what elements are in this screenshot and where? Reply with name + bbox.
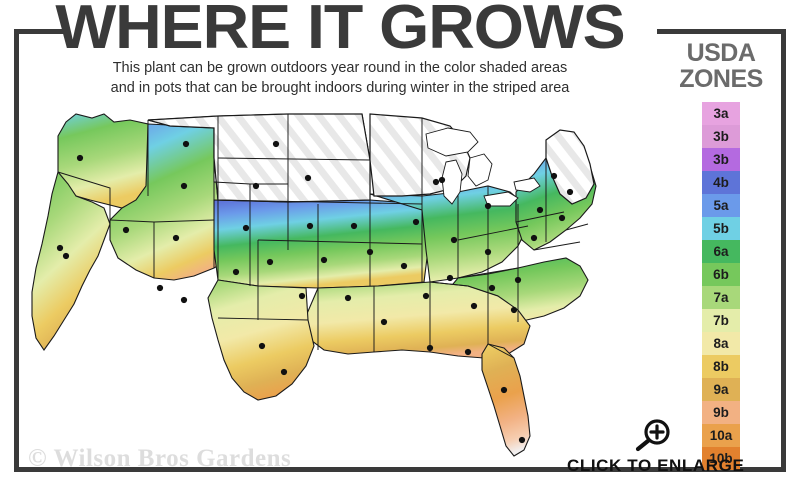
hatched-indoor-region	[147, 113, 371, 203]
state-california	[31, 170, 111, 351]
legend-title: USDA ZONES	[662, 40, 780, 92]
watermark-copyright: © Wilson Bros Gardens	[28, 445, 292, 472]
subtitle-line-2: and in pots that can be brought indoors …	[110, 80, 570, 96]
subtitle-line-1: This plant can be grown outdoors year ro…	[112, 60, 568, 76]
state-texas	[207, 279, 315, 401]
page-title: WHERE IT GROWS	[55, 0, 625, 62]
legend-title-line-2: ZONES	[679, 65, 763, 93]
legend-swatch-zone-3b-1: 3b	[702, 125, 740, 148]
legend-swatch-zone-6b-7: 6b	[702, 263, 740, 286]
legend-swatch-zone-5a-4: 5a	[702, 194, 740, 217]
legend-swatch-zone-10b-15: 10b	[702, 447, 740, 470]
frame-border-left	[14, 29, 19, 472]
usda-zone-map-svg[interactable]	[18, 100, 668, 468]
state-florida	[481, 343, 531, 457]
legend-swatch-zone-10a-14: 10a	[702, 424, 740, 447]
legend-swatch-zone-6a-6: 6a	[702, 240, 740, 263]
legend-swatch-zone-7b-9: 7b	[702, 309, 740, 332]
frame-border-right	[781, 29, 786, 472]
great-lakes	[425, 127, 541, 207]
lake-ontario	[513, 177, 541, 193]
lake-huron	[467, 153, 493, 187]
map-states-group	[31, 113, 597, 457]
frame-border-bottom	[14, 467, 786, 472]
usda-zones-legend: USDA ZONES 3a 3b 3b 4b 5a 5b 6a 6b 7a 7b 8a 8b 9a 9b 1…	[662, 36, 780, 470]
hatched-indoor-region-maine	[545, 129, 595, 205]
map-container[interactable]	[18, 100, 668, 468]
magnifier-plus-icon[interactable]	[629, 418, 675, 452]
city-dots	[56, 140, 574, 444]
legend-title-line-1: USDA	[686, 39, 756, 67]
click-to-enlarge-label[interactable]: CLICK TO ENLARGE	[567, 456, 745, 475]
legend-swatch-zone-7a-8: 7a	[702, 286, 740, 309]
legend-swatch-zone-4b-3: 4b	[702, 171, 740, 194]
lake-superior	[425, 127, 479, 157]
legend-swatch-zone-8b-11: 8b	[702, 355, 740, 378]
legend-swatch-zone-9a-12: 9a	[702, 378, 740, 401]
region-central-plains	[213, 199, 429, 289]
legend-swatch-zone-3b-2: 3b	[702, 148, 740, 171]
state-boundaries	[57, 114, 589, 359]
frame-border-top-right	[657, 29, 786, 34]
subtitle-text: This plant can be grown outdoors year ro…	[30, 58, 650, 98]
frame-border-top-left	[14, 29, 66, 34]
legend-swatch-zone-8a-10: 8a	[702, 332, 740, 355]
legend-swatch-zone-9b-13: 9b	[702, 401, 740, 424]
click-to-enlarge[interactable]: CLICK TO ENLARGE	[567, 418, 745, 476]
legend-swatch-list: 3a 3b 3b 4b 5a 5b 6a 6b 7a 7b 8a 8b 9a 9b 10a 10b	[662, 102, 780, 470]
legend-swatch-zone-5b-5: 5b	[702, 217, 740, 240]
legend-swatch-zone-3a-0: 3a	[702, 102, 740, 125]
